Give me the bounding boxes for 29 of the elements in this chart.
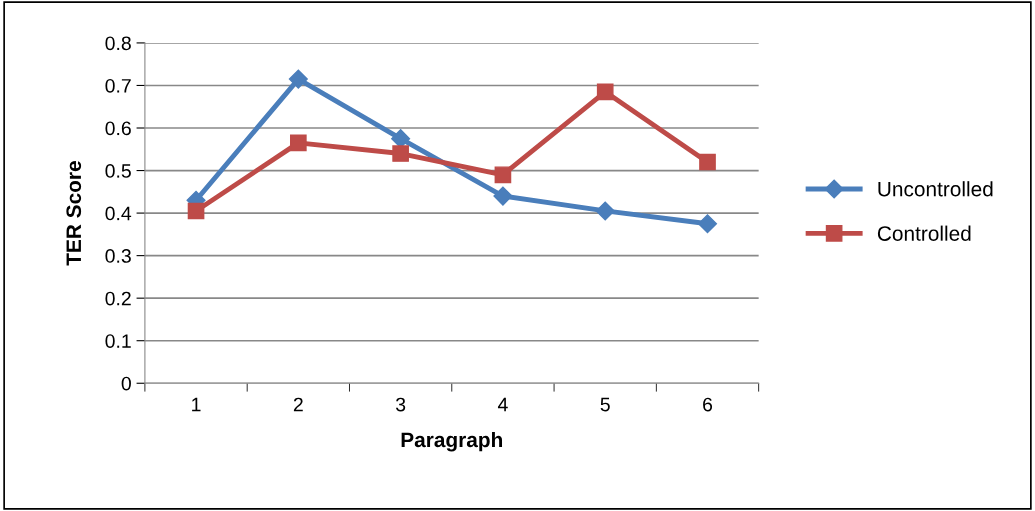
x-tick-label: 4 — [497, 397, 508, 412]
y-tick-label: 0 — [121, 376, 131, 391]
y-tick-label: 0.6 — [105, 121, 131, 136]
point — [290, 134, 307, 152]
legend-label: Uncontrolled — [878, 181, 993, 197]
point — [494, 166, 512, 184]
y-tick-label: 0.2 — [105, 291, 131, 306]
point — [596, 83, 614, 101]
y-tick-label: 0.1 — [105, 334, 131, 348]
x-tick-label: 5 — [600, 397, 610, 412]
point — [493, 186, 513, 206]
y-axis-title: TER Score — [66, 161, 82, 266]
point — [392, 145, 409, 162]
point — [288, 69, 308, 89]
point — [697, 214, 718, 234]
point — [595, 201, 615, 221]
y-tick-label: 0.7 — [105, 78, 131, 93]
legend-label: Controlled — [877, 225, 971, 241]
x-tick-label: 2 — [293, 397, 303, 412]
x-tick-label: 3 — [395, 397, 406, 412]
x-tick-label: 1 — [192, 397, 201, 412]
y-tick-label: 0.3 — [105, 249, 131, 263]
y-tick-label: 0.4 — [105, 206, 132, 221]
point — [699, 153, 716, 171]
x-tick-label: 6 — [703, 397, 713, 412]
y-tick-label: 0.5 — [105, 164, 131, 178]
y-tick-label: 0.8 — [105, 36, 131, 51]
point — [187, 202, 205, 220]
x-axis-title: Paragraph — [401, 431, 503, 452]
